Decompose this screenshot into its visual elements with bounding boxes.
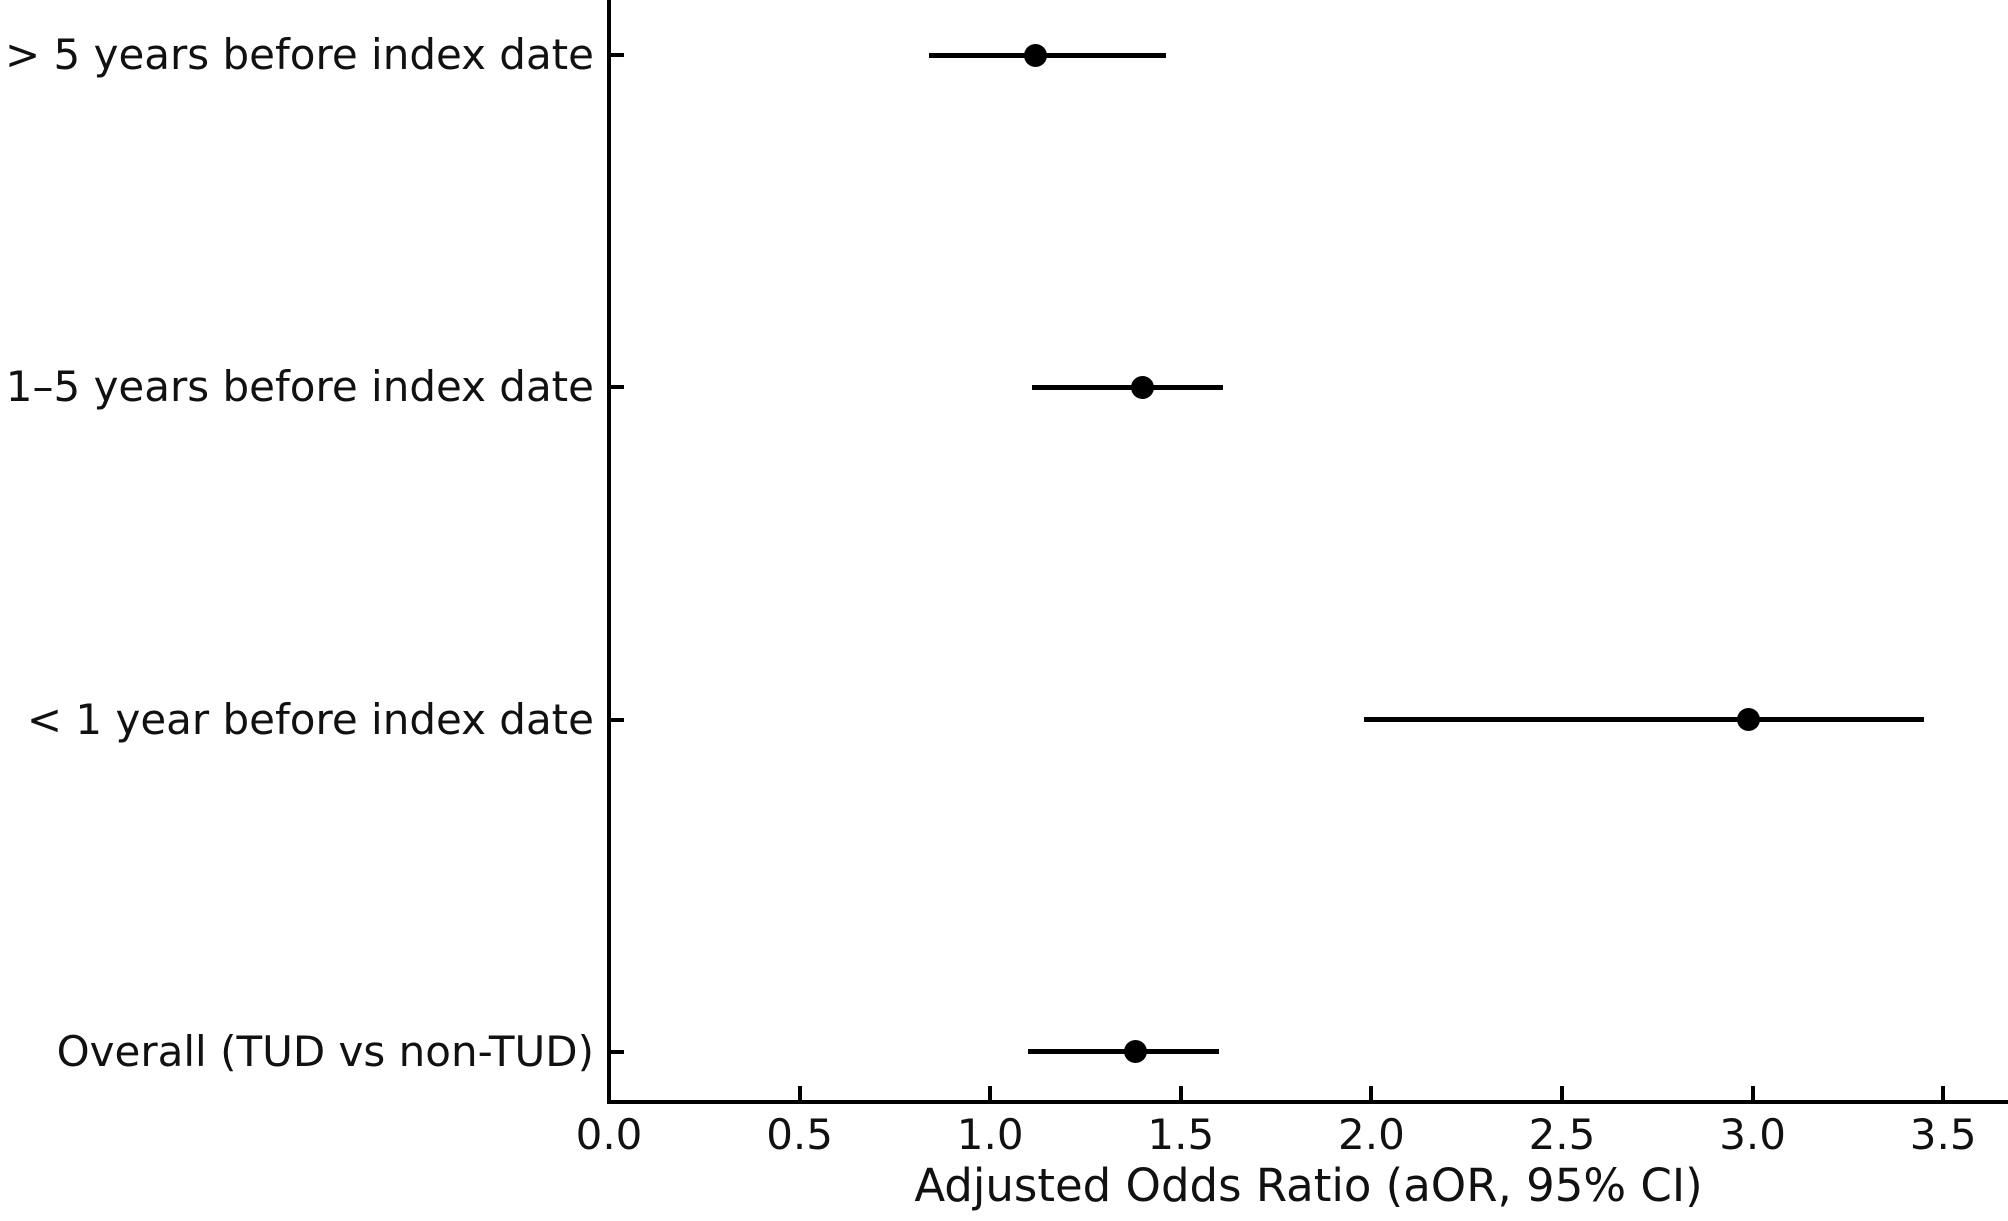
x-axis-tick xyxy=(988,1086,993,1100)
x-axis-tick-label: 1.0 xyxy=(956,1110,1024,1159)
y-axis-spine xyxy=(607,0,611,1104)
y-axis-tick xyxy=(609,1049,624,1054)
x-axis-tick-label: 3.0 xyxy=(1719,1110,1786,1159)
confidence-interval-line xyxy=(1363,717,1925,723)
point-estimate-marker xyxy=(1024,43,1048,67)
y-axis-tick xyxy=(609,717,624,722)
x-axis-tick xyxy=(1941,1086,1946,1100)
plot-area xyxy=(607,0,2008,1100)
x-axis-tick-label: 2.0 xyxy=(1337,1110,1405,1159)
x-axis-tick-label: 0.5 xyxy=(766,1110,833,1159)
x-axis-tick xyxy=(797,1086,802,1100)
confidence-interval-line xyxy=(929,52,1166,58)
x-axis-tick-label: 1.5 xyxy=(1147,1110,1215,1159)
x-axis-tick xyxy=(1559,1086,1564,1100)
x-axis-spine xyxy=(607,1100,2008,1104)
y-category-label: < 1 year before index date xyxy=(26,694,594,744)
x-axis-tick xyxy=(1369,1086,1374,1100)
point-estimate-marker xyxy=(1737,708,1761,732)
x-axis-tick-label: 0.0 xyxy=(575,1110,643,1159)
confidence-interval-line xyxy=(1032,384,1223,390)
x-axis-tick xyxy=(1750,1086,1755,1100)
y-category-labels: > 5 years before index date 1–5 years bef… xyxy=(0,0,609,1100)
y-axis-tick xyxy=(609,53,624,57)
y-category-label: 1–5 years before index date xyxy=(5,362,594,412)
x-tick-labels: 0.0 0.5 1.0 1.5 2.0 2.5 3.0 3.5 xyxy=(576,1110,2008,1164)
x-axis-tick-label: 2.5 xyxy=(1528,1110,1596,1159)
x-axis-tick xyxy=(1178,1086,1183,1100)
y-axis-tick xyxy=(609,385,624,390)
y-category-label: > 5 years before index date xyxy=(4,30,594,79)
x-axis-tick xyxy=(607,1086,611,1100)
x-axis-tick-label: 3.5 xyxy=(1909,1110,1977,1159)
point-estimate-marker xyxy=(1131,375,1155,399)
point-estimate-marker xyxy=(1123,1040,1147,1064)
y-category-label: Overall (TUD vs non-TUD) xyxy=(56,1026,594,1076)
x-axis-title: Adjusted Odds Ratio (aOR, 95% CI) xyxy=(914,1159,1703,1212)
